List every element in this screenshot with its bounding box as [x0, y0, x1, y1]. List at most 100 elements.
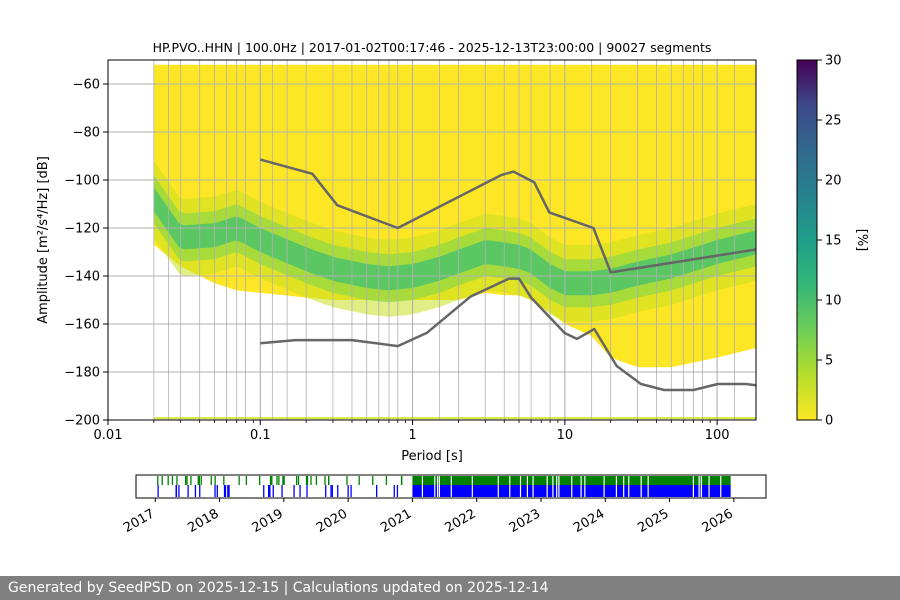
availability-segment: [315, 476, 318, 485]
psd-plot-area: [108, 60, 756, 420]
year-tick-label: 2026: [700, 506, 736, 536]
availability-gap: [546, 476, 548, 497]
x-tick-label: 0.01: [94, 428, 123, 443]
availability-segment: [184, 476, 187, 485]
availability-gap: [615, 476, 618, 497]
availability-segment: [224, 485, 227, 497]
availability-segment: [271, 476, 273, 485]
availability-segment: [281, 485, 283, 497]
y-tick-label: −80: [73, 126, 100, 141]
availability-segment: [269, 476, 272, 485]
availability-segment: [347, 485, 349, 497]
availability-segment: [358, 476, 360, 485]
y-tick-label: −100: [64, 174, 100, 189]
availability-segment: [328, 476, 330, 485]
availability-segment: [305, 476, 308, 485]
availability-gap: [532, 476, 534, 497]
availability-segment: [283, 476, 285, 485]
y-tick-label: −140: [64, 270, 100, 285]
availability-segment: [396, 485, 399, 497]
availability-gap: [720, 476, 722, 497]
nhnm-line: [259, 158, 756, 274]
availability-segment: [306, 485, 308, 497]
year-tick-label: 2024: [571, 506, 607, 536]
y-tick-label: −160: [64, 318, 100, 333]
availability-segment: [187, 485, 189, 497]
y-axis-label: Amplitude [m²/s⁴/Hz] [dB]: [36, 156, 51, 324]
availability-segment: [190, 476, 192, 485]
x-axis-ticks: 0.01 0.1 1 10 100: [94, 420, 730, 443]
availability-gap: [580, 476, 582, 497]
availability-gap: [526, 476, 528, 497]
availability-segment: [393, 485, 395, 497]
availability-segment: [337, 485, 339, 497]
plot-frame: [107, 59, 757, 421]
availability-gap: [436, 476, 439, 497]
availability-segment: [385, 476, 388, 485]
y-tick-label: −200: [64, 414, 100, 429]
availability-segment: [238, 476, 240, 485]
availability-segment: [214, 485, 216, 497]
availability-gap: [552, 476, 554, 497]
availability-gap: [450, 476, 452, 497]
availability-gap: [623, 476, 625, 497]
grid-lines: [108, 60, 756, 420]
availability-segment: [259, 476, 261, 485]
availability-gap: [558, 476, 560, 497]
availability-segment: [299, 485, 301, 497]
availability-segment: [223, 485, 226, 497]
year-tick-label: 2022: [443, 506, 479, 536]
colorbar-tick-label: 10: [825, 294, 842, 309]
availability-segment: [157, 476, 159, 485]
availability-segment: [278, 476, 280, 485]
availability-gap: [509, 476, 511, 497]
psd-heatmap: [153, 64, 756, 420]
availability-gap: [647, 476, 649, 497]
availability-segment: [214, 476, 216, 485]
availability-segment: [295, 476, 298, 485]
availability-segment: [276, 476, 278, 485]
availability-gap: [692, 476, 694, 497]
availability-gap: [640, 476, 642, 497]
availability-segment: [157, 485, 159, 497]
x-tick-label: 100: [705, 428, 730, 443]
availability-segment: [199, 485, 201, 497]
availability-gap: [519, 476, 522, 497]
colorbar-tick-label: 30: [825, 54, 842, 69]
colorbar-tick-label: 0: [825, 414, 833, 429]
psd-density-band-3: [153, 187, 756, 296]
year-tick-label: 2018: [185, 506, 221, 536]
availability-segment: [400, 476, 403, 485]
availability-segment: [223, 476, 225, 485]
availability-segment: [176, 476, 178, 485]
availability-segment: [325, 485, 327, 497]
x-tick-label: 0.1: [250, 428, 271, 443]
availability-gap: [698, 476, 700, 497]
y-tick-label: −180: [64, 366, 100, 381]
x-tick-label: 1: [408, 428, 416, 443]
availability-gap: [584, 476, 586, 497]
psd-floor-strip: [153, 417, 756, 420]
availability-segment: [194, 485, 197, 497]
availability-segment: [167, 476, 169, 485]
year-tick-label: 2021: [378, 506, 414, 536]
colorbar-tick-label: 15: [825, 234, 842, 249]
footer-text: Generated by SeedPSD on 2025-12-15 | Cal…: [8, 580, 549, 596]
chart-title: HP.PVO..HHN | 100.0Hz | 2017-01-02T00:17…: [153, 40, 712, 55]
availability-segment: [227, 485, 229, 497]
availability-segment: [331, 485, 333, 497]
availability-gap: [700, 476, 703, 497]
year-tick-label: 2023: [507, 506, 543, 536]
availability-segment: [245, 476, 248, 485]
availability-segment: [161, 476, 163, 485]
availability-segment: [210, 476, 212, 485]
year-tick-label: 2017: [121, 506, 157, 536]
colorbar-label: [%]: [854, 229, 869, 252]
availability-segment: [216, 485, 218, 497]
year-tick-label: 2019: [250, 506, 286, 536]
availability-gap: [571, 476, 573, 497]
availability-segment: [282, 476, 284, 485]
noise-models: [259, 158, 756, 392]
availability-gap: [628, 476, 630, 497]
colorbar: [796, 59, 818, 421]
